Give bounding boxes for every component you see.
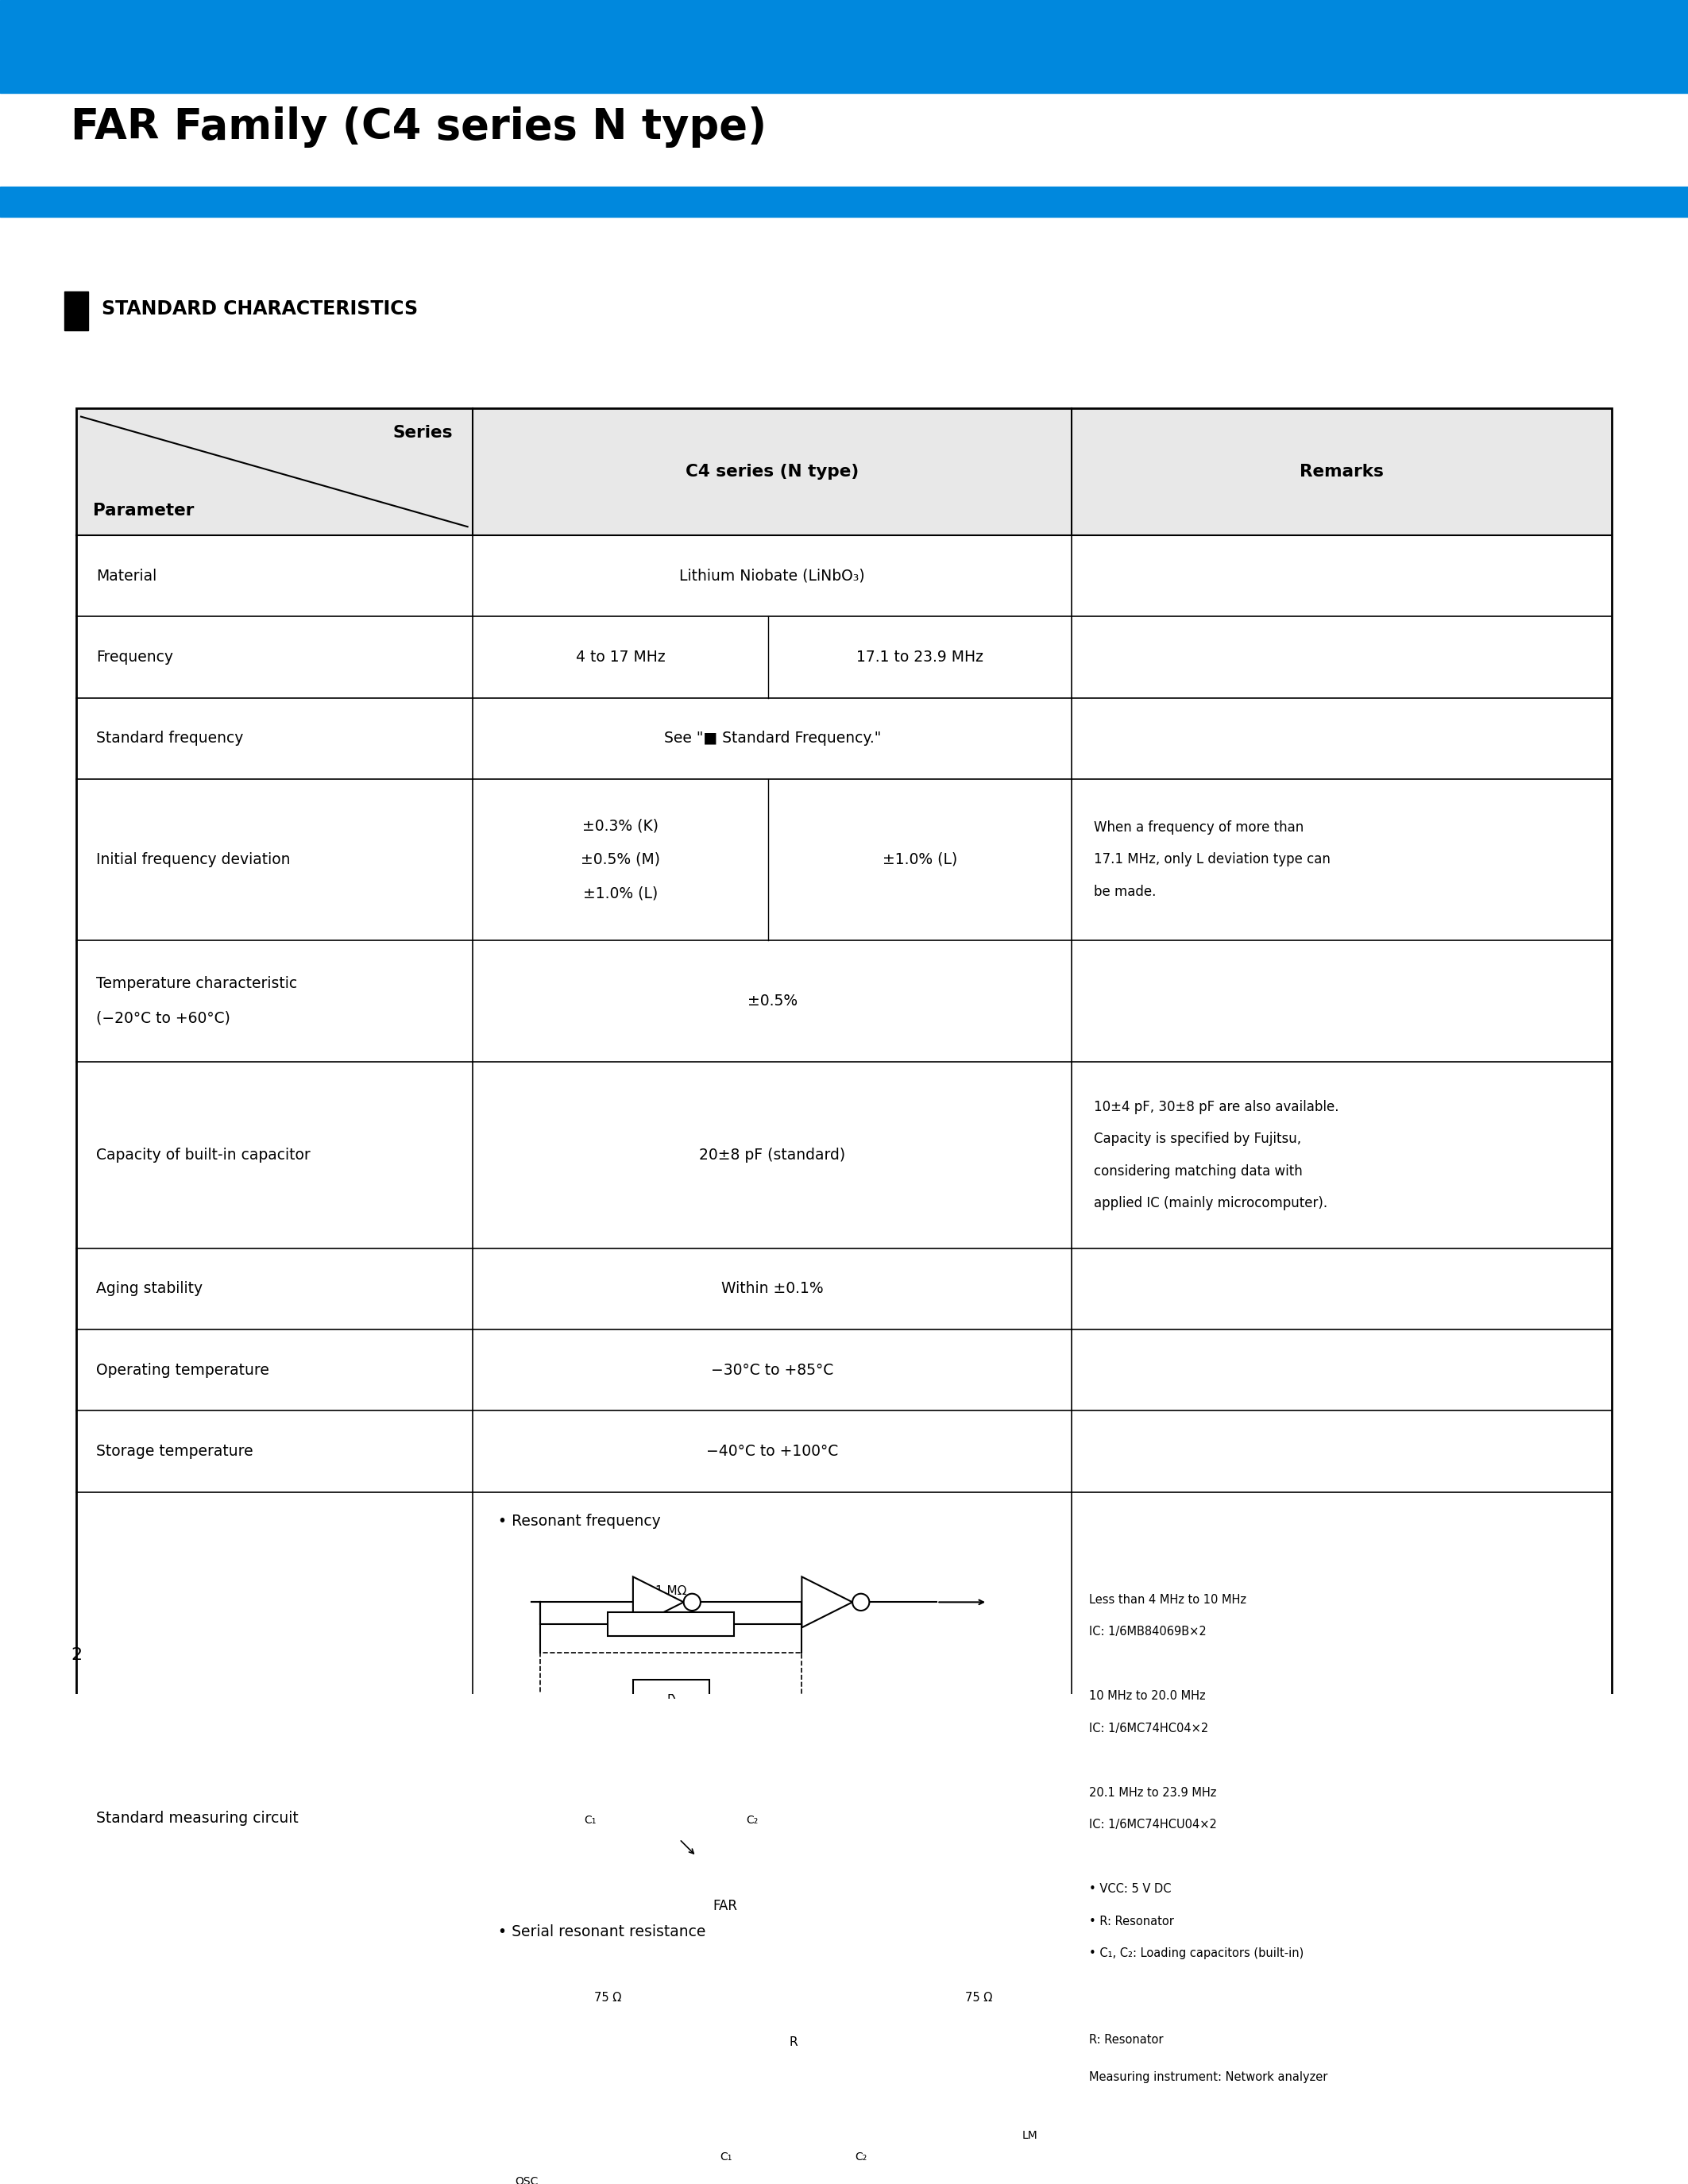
Text: Material: Material (96, 568, 157, 583)
Text: 17.1 to 23.9 MHz: 17.1 to 23.9 MHz (856, 649, 984, 664)
Text: • C₁, C₂: Loading capacitors (built-in): • C₁, C₂: Loading capacitors (built-in) (1089, 1948, 1303, 1959)
Text: ±0.5%: ±0.5% (748, 994, 797, 1009)
Bar (1072, 408, 1612, 535)
Text: 20±8 pF (standard): 20±8 pF (standard) (699, 1147, 846, 1162)
Text: IC: 1/6MC74HCU04×2: IC: 1/6MC74HCU04×2 (1089, 1819, 1217, 1830)
Text: Measuring instrument: Network analyzer: Measuring instrument: Network analyzer (1089, 2070, 1327, 2084)
Text: ±1.0% (L): ±1.0% (L) (582, 887, 658, 902)
Text: C₂: C₂ (746, 1815, 758, 1826)
Text: 20.1 MHz to 23.9 MHz: 20.1 MHz to 23.9 MHz (1089, 1787, 1215, 1800)
Bar (0, 0, 1688, 94)
Text: Parameter: Parameter (93, 502, 194, 518)
Text: IC: 1/6MC74HC04×2: IC: 1/6MC74HC04×2 (1089, 1723, 1209, 1734)
Text: Remarks: Remarks (1300, 463, 1384, 480)
Text: • Resonant frequency: • Resonant frequency (498, 1514, 660, 1529)
Text: 17.1 MHz, only L deviation type can: 17.1 MHz, only L deviation type can (1094, 852, 1330, 867)
Text: Series: Series (392, 426, 452, 441)
Text: C₁: C₁ (719, 2151, 733, 2162)
Circle shape (852, 1594, 869, 1610)
Text: 1 MΩ: 1 MΩ (655, 1586, 687, 1597)
Bar (473, 408, 1072, 535)
Bar (756, 2027, 830, 2057)
Text: LM: LM (1021, 2129, 1038, 2140)
Text: −30°C to +85°C: −30°C to +85°C (711, 1363, 834, 1378)
Text: applied IC (mainly microcomputer).: applied IC (mainly microcomputer). (1094, 1197, 1327, 1210)
Text: Initial frequency deviation: Initial frequency deviation (96, 852, 290, 867)
Bar (633, 1679, 709, 1710)
Polygon shape (802, 1577, 852, 1627)
Text: FAR Family (C4 series N type): FAR Family (C4 series N type) (71, 107, 766, 149)
Circle shape (498, 2101, 565, 2169)
Text: R: Resonator: R: Resonator (1089, 2033, 1163, 2046)
Text: be made.: be made. (1094, 885, 1156, 900)
Text: Operating temperature: Operating temperature (96, 1363, 270, 1378)
Text: See "■ Standard Frequency.": See "■ Standard Frequency." (663, 732, 881, 747)
Text: Less than 4 MHz to 10 MHz: Less than 4 MHz to 10 MHz (1089, 1594, 1246, 1605)
Bar (64, 290, 88, 330)
Bar (76, 408, 473, 535)
Text: IC: 1/6MB84069B×2: IC: 1/6MB84069B×2 (1089, 1625, 1207, 1638)
Bar (675, 2001, 912, 2184)
Text: Within ±0.1%: Within ±0.1% (721, 1282, 824, 1297)
Bar (0, 186, 1688, 216)
Circle shape (684, 1594, 701, 1610)
Text: Temperature characteristic: Temperature characteristic (96, 976, 297, 992)
Text: When a frequency of more than: When a frequency of more than (1094, 821, 1303, 834)
Text: ±0.3% (K): ±0.3% (K) (582, 819, 658, 832)
Text: STANDARD CHARACTERISTICS: STANDARD CHARACTERISTICS (101, 299, 417, 319)
Text: (−20°C to +60°C): (−20°C to +60°C) (96, 1011, 230, 1026)
Text: FAR: FAR (714, 1898, 738, 1913)
Bar (945, 2020, 1013, 2049)
Text: Lithium Niobate (LiNbO₃): Lithium Niobate (LiNbO₃) (680, 568, 864, 583)
Text: 75 Ω: 75 Ω (594, 1992, 621, 2003)
Text: C4 series (N type): C4 series (N type) (685, 463, 859, 480)
Text: • Serial resonant resistance: • Serial resonant resistance (498, 1924, 706, 1939)
Text: Storage temperature: Storage temperature (96, 1444, 253, 1459)
Text: −40°C to +100°C: −40°C to +100°C (706, 1444, 839, 1459)
Text: • VCC: 5 V DC: • VCC: 5 V DC (1089, 1883, 1171, 1896)
Text: Capacity of built-in capacitor: Capacity of built-in capacitor (96, 1147, 311, 1162)
Text: Frequency: Frequency (96, 649, 174, 664)
Text: 4 to 17 MHz: 4 to 17 MHz (576, 649, 665, 664)
Text: Aging stability: Aging stability (96, 1282, 203, 1297)
Text: 10 MHz to 20.0 MHz: 10 MHz to 20.0 MHz (1089, 1690, 1205, 1701)
Text: • R: Resonator: • R: Resonator (1089, 1915, 1173, 1926)
Text: OSC: OSC (515, 2175, 538, 2184)
Text: 2: 2 (71, 1647, 83, 1664)
Text: R: R (667, 1690, 675, 1701)
Text: Standard measuring circuit: Standard measuring circuit (96, 1811, 299, 1826)
Polygon shape (633, 1577, 684, 1627)
Text: C₁: C₁ (584, 1815, 596, 1826)
Text: considering matching data with: considering matching data with (1094, 1164, 1303, 1179)
Text: ±1.0% (L): ±1.0% (L) (883, 852, 957, 867)
Text: Standard frequency: Standard frequency (96, 732, 243, 747)
Bar (608, 1612, 734, 1636)
Text: ±0.5% (M): ±0.5% (M) (581, 852, 660, 867)
Text: 10±4 pF, 30±8 pF are also available.: 10±4 pF, 30±8 pF are also available. (1094, 1099, 1339, 1114)
Text: Capacity is specified by Fujitsu,: Capacity is specified by Fujitsu, (1094, 1131, 1301, 1147)
Text: 75 Ω: 75 Ω (966, 1992, 993, 2003)
Circle shape (996, 2101, 1063, 2169)
Text: C₂: C₂ (854, 2151, 868, 2162)
Text: R: R (790, 2035, 798, 2049)
Bar (540, 1653, 802, 1839)
Bar (574, 2020, 641, 2049)
